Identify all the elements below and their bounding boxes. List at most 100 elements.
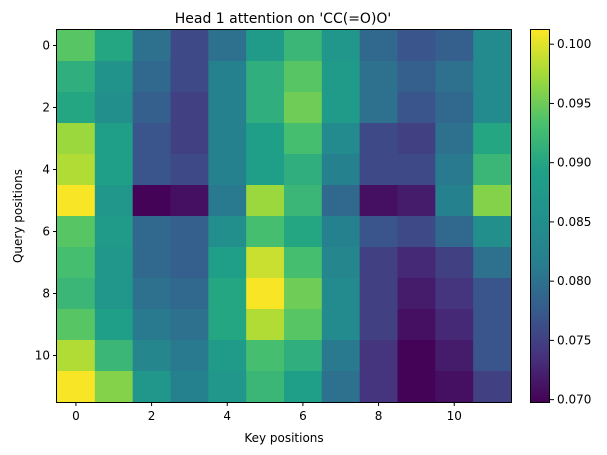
heatmap-cell [208,278,247,310]
heatmap-cell [246,216,285,248]
x-axis-ticks: 0 2 4 6 8 10 [72,402,462,423]
colorbar-tick-label: 0.080 [557,274,591,288]
plot-frame [56,29,512,403]
y-tick-label: 6 [42,225,50,239]
heatmap-cell [208,216,247,248]
heatmap-cell [473,30,512,62]
heatmap-cell [94,340,134,372]
heatmap-cell [132,61,172,93]
heatmap-cell [321,154,361,186]
heatmap-cell [284,371,323,403]
heatmap-cell [246,371,285,403]
heatmap-cell [321,30,361,62]
heatmap-cell [397,216,436,248]
heatmap-cell [246,309,285,341]
y-tick-label: 2 [42,101,50,115]
heatmap-cell [359,371,399,403]
colorbar-tick-label: 0.100 [557,37,591,51]
heatmap-cell [94,154,134,186]
heatmap-cell [246,247,285,279]
heatmap-cell [57,154,96,186]
heatmap-cell [170,185,209,217]
heatmap-cell [57,371,96,403]
heatmap-cell [57,309,96,341]
heatmap-cell [94,123,134,155]
x-axis-label: Key positions [244,431,323,445]
x-tick-label: 6 [299,409,307,423]
heatmap-cell [170,92,209,124]
x-tick-label: 0 [72,409,80,423]
heatmap-cell [132,216,172,248]
heatmap-cell [208,30,247,62]
heatmap-cell [473,61,512,93]
heatmap-cell [94,92,134,124]
heatmap-cell [132,30,172,62]
heatmap-cells [57,30,512,403]
heatmap-cell [208,123,247,155]
heatmap-cell [170,371,209,403]
heatmap-cell [321,247,361,279]
heatmap-cell [132,340,172,372]
heatmap-cell [435,247,474,279]
heatmap-cell [397,340,436,372]
colorbar-tick-label: 0.095 [557,96,591,110]
heatmap-cell [208,61,247,93]
x-tick-label: 10 [447,409,462,423]
heatmap-cell [208,247,247,279]
heatmap-cell [359,278,399,310]
heatmap-cell [94,247,134,279]
heatmap-cell [170,309,209,341]
heatmap-cell [473,340,512,372]
heatmap-cell [132,309,172,341]
heatmap-cell [359,154,399,186]
heatmap-cell [94,30,134,62]
heatmap-cell [284,92,323,124]
heatmap-cell [284,154,323,186]
y-tick-label: 4 [42,163,50,177]
heatmap-cell [246,185,285,217]
y-axis-ticks: 0 2 4 6 8 10 [35,39,57,363]
heatmap-cell [170,278,209,310]
heatmap-cell [397,247,436,279]
heatmap-cell [397,371,436,403]
colorbar-tick-label: 0.075 [557,333,591,347]
heatmap-cell [397,154,436,186]
heatmap-cell [473,154,512,186]
heatmap-cell [321,340,361,372]
heatmap-cell [246,154,285,186]
heatmap-cell [170,154,209,186]
heatmap-cell [284,30,323,62]
heatmap-cell [435,216,474,248]
heatmap-cell [94,278,134,310]
heatmap-cell [208,185,247,217]
heatmap-cell [435,185,474,217]
heatmap-cell [246,278,285,310]
heatmap-cell [94,371,134,403]
heatmap-cell [246,92,285,124]
heatmap-cell [94,185,134,217]
heatmap-cell [284,309,323,341]
heatmap-cell [397,92,436,124]
heatmap-cell [284,278,323,310]
heatmap-cell [473,185,512,217]
heatmap-cell [397,30,436,62]
heatmap-cell [435,278,474,310]
heatmap-cell [170,340,209,372]
heatmap-cell [246,30,285,62]
colorbar-ticks: 0.070 0.075 0.080 0.085 0.090 0.095 0.100 [550,37,591,407]
heatmap-cell [208,309,247,341]
y-tick-label: 8 [42,287,50,301]
x-tick-label: 2 [148,409,156,423]
heatmap-cell [473,309,512,341]
heatmap-cell [473,92,512,124]
heatmap-cell [359,123,399,155]
heatmap-cell [132,92,172,124]
heatmap-cell [321,278,361,310]
x-tick-label: 4 [223,409,231,423]
colorbar [530,29,550,403]
heatmap-cell [57,278,96,310]
heatmap-cell [321,61,361,93]
heatmap-cell [435,61,474,93]
heatmap-cell [359,92,399,124]
colorbar-tick-label: 0.085 [557,215,591,229]
